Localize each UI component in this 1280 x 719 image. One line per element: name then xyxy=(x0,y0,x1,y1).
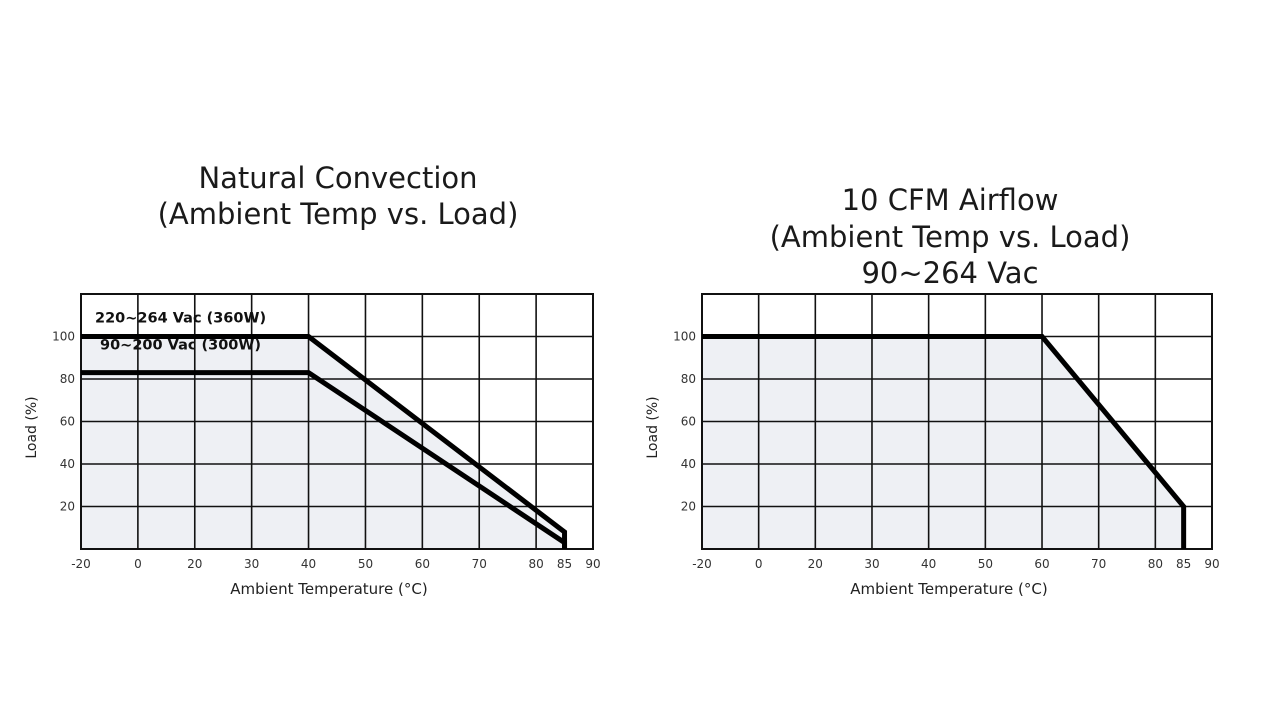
y-tick-label: 100 xyxy=(52,330,75,344)
x-tick-label: 85 xyxy=(557,557,572,571)
x-tick-label: 40 xyxy=(301,557,316,571)
x-tick-label: 70 xyxy=(1091,557,1106,571)
x-tick-label: 20 xyxy=(187,557,202,571)
x-tick-label: 50 xyxy=(978,557,993,571)
series-label: 90~200 Vac (300W) xyxy=(100,338,261,354)
x-tick-label: 50 xyxy=(358,557,373,571)
x-tick-label: 85 xyxy=(1176,557,1191,571)
x-tick-label: 30 xyxy=(864,557,879,571)
chart-title: Natural Convection xyxy=(198,161,478,195)
x-tick-label: 80 xyxy=(1148,557,1163,571)
chart-subtitle-voltage: 90~264 Vac xyxy=(861,256,1039,290)
x-tick-label: 90 xyxy=(1204,557,1219,571)
y-axis-title: Load (%) xyxy=(645,396,661,458)
x-tick-label: 0 xyxy=(134,557,142,571)
y-tick-label: 60 xyxy=(681,415,696,429)
x-tick-label: 30 xyxy=(244,557,259,571)
y-tick-label: 20 xyxy=(681,500,696,514)
chart-10cfm-airflow: 10 CFM Airflow (Ambient Temp vs. Load) 9… xyxy=(640,0,1280,719)
plot-frame xyxy=(701,293,1213,550)
derating-area xyxy=(81,336,565,549)
plot-frame xyxy=(80,293,594,550)
chart-subtitle: (Ambient Temp vs. Load) xyxy=(157,197,519,231)
y-tick-label: 80 xyxy=(60,372,75,386)
chart-subtitle: (Ambient Temp vs. Load) xyxy=(769,220,1131,254)
y-tick-label: 100 xyxy=(673,330,696,344)
x-tick-label: 70 xyxy=(472,557,487,571)
y-tick-label: 40 xyxy=(60,457,75,471)
y-tick-label: 40 xyxy=(681,457,696,471)
x-tick-label: 60 xyxy=(1034,557,1049,571)
x-tick-label: 20 xyxy=(808,557,823,571)
x-tick-label: 60 xyxy=(415,557,430,571)
x-axis-title: Ambient Temperature (°C) xyxy=(850,580,1047,598)
x-tick-label: 90 xyxy=(585,557,600,571)
y-tick-label: 20 xyxy=(60,500,75,514)
series-label: 220~264 Vac (360W) xyxy=(95,311,266,327)
x-axis-title: Ambient Temperature (°C) xyxy=(230,580,427,598)
chart-natural-convection: Natural Convection (Ambient Temp vs. Loa… xyxy=(24,161,601,598)
series-line xyxy=(81,370,568,549)
chart-plot-area: -20 0 20 30 40 50 60 70 80 85 90 20 40 60 80 100 Ambient… xyxy=(645,293,1220,598)
x-tick-label: -20 xyxy=(692,557,712,571)
series-line xyxy=(702,334,1187,549)
y-tick-label: 80 xyxy=(681,372,696,386)
chart-title: 10 CFM Airflow xyxy=(841,183,1059,217)
chart-plot-area: 220~264 Vac (360W) 90~200 Vac (300W) -20 0 2… xyxy=(24,293,601,598)
x-tick-label: 40 xyxy=(921,557,936,571)
derating-area xyxy=(702,336,1184,549)
x-tick-label: 0 xyxy=(755,557,763,571)
y-axis-title: Load (%) xyxy=(24,396,40,458)
x-tick-label: 80 xyxy=(528,557,543,571)
x-tick-label: -20 xyxy=(71,557,91,571)
y-tick-label: 60 xyxy=(60,415,75,429)
